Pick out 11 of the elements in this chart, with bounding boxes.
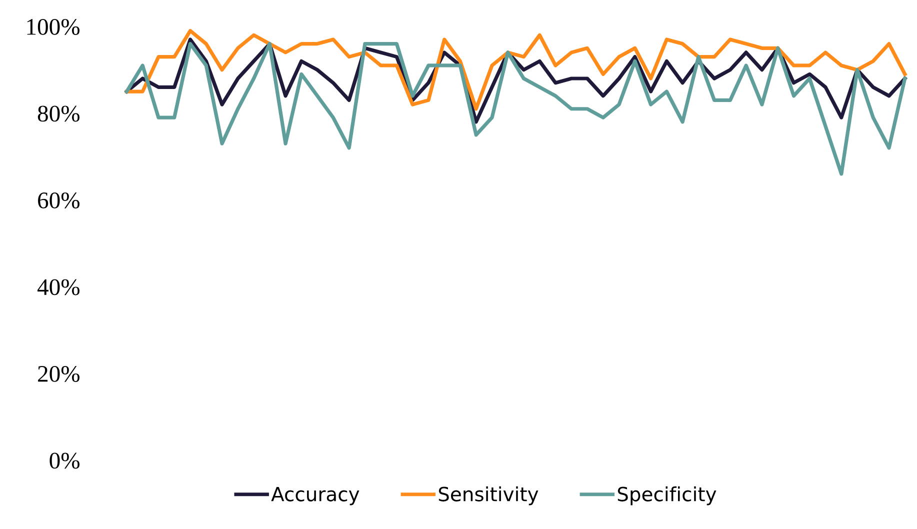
y-tick-label: 80% [38,106,80,122]
line-series [124,42,907,176]
legend-label: Accuracy [271,487,360,506]
legend-label: Sensitivity [438,486,538,506]
y-tick-label: 40% [37,279,80,296]
y-tick-label: 60% [38,192,80,208]
line-series [124,28,907,111]
y-tick-label: 0% [50,452,80,469]
y-tick-label: 20% [38,366,80,382]
y-tick-label: 100% [27,18,80,35]
legend-label: Specificity [618,486,716,506]
